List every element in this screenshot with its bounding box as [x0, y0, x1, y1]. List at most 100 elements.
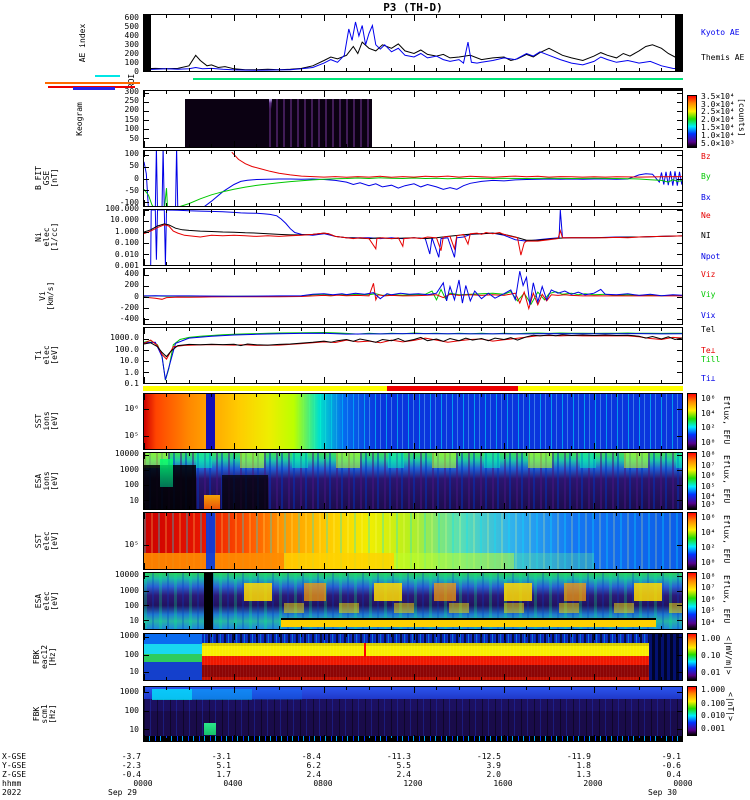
time-tick — [301, 328, 302, 331]
time-tick — [436, 144, 437, 147]
time-tick — [638, 269, 640, 272]
time-tick — [526, 634, 527, 637]
time-tick — [166, 506, 167, 509]
time-tick — [571, 566, 572, 569]
series-Ti⊥ — [144, 332, 682, 380]
time-tick — [301, 269, 302, 272]
time-tick — [548, 321, 550, 324]
time-tick — [211, 506, 212, 509]
axis-value: 1.7 — [216, 770, 231, 779]
time-tick — [413, 573, 415, 579]
time-tick — [346, 68, 347, 71]
legend-entry: Npot — [701, 251, 721, 261]
y-tick-label: 100 — [124, 480, 139, 490]
time-tick — [166, 269, 167, 272]
legend-entry: Viy — [701, 289, 716, 299]
time-tick — [571, 738, 572, 741]
series-lines-ae — [144, 21, 682, 71]
time-tick — [413, 328, 415, 334]
y-tick-mark — [144, 409, 149, 411]
time-tick — [481, 15, 482, 18]
time-tick — [413, 151, 415, 157]
time-tick — [278, 687, 280, 690]
colorbar-fbk-eac12 — [687, 633, 697, 681]
time-tick — [166, 68, 167, 71]
time-tick — [233, 623, 235, 629]
time-tick — [458, 269, 460, 272]
time-tick — [256, 573, 257, 576]
time-tick — [638, 210, 640, 213]
time-tick — [323, 563, 325, 569]
series-Kyoto AE — [144, 21, 682, 71]
y-tick-mark — [677, 307, 682, 309]
colorbar-fbk-scm1 — [687, 686, 697, 736]
time-tick — [278, 321, 280, 324]
y-tick-mark — [144, 692, 149, 694]
legend-entry: Bx — [701, 192, 711, 202]
axis-value: 0800 — [313, 779, 333, 788]
time-tick — [413, 674, 415, 680]
time-tick — [211, 144, 212, 147]
axis-value: -12.5 — [476, 752, 501, 761]
colorbar-label: 10⁶ — [701, 512, 716, 522]
y-tick-mark — [144, 296, 149, 298]
time-tick — [526, 677, 527, 680]
time-tick — [616, 203, 617, 206]
y-tick-label: 150 — [124, 114, 139, 124]
axis-value: 3.9 — [486, 761, 501, 770]
time-tick — [188, 269, 190, 272]
time-tick — [368, 262, 370, 265]
time-tick — [571, 677, 572, 680]
y-tick-label: 200 — [124, 280, 139, 290]
axis-date: Sep 29 — [108, 788, 137, 797]
time-tick — [571, 262, 572, 265]
time-tick — [548, 210, 550, 213]
time-tick — [436, 380, 437, 383]
time-tick — [548, 573, 550, 576]
time-tick — [481, 262, 482, 265]
y-tick-mark — [144, 361, 149, 362]
colorbar-label: 10⁰ — [701, 558, 716, 568]
y-tick-label: 10⁵ — [124, 540, 139, 550]
time-tick — [166, 144, 167, 147]
time-tick — [391, 394, 392, 397]
y-tick-mark — [144, 500, 149, 502]
time-tick — [616, 91, 617, 94]
time-tick — [413, 65, 415, 71]
time-tick — [548, 677, 550, 680]
time-tick — [144, 443, 145, 449]
time-tick — [526, 210, 527, 213]
time-tick — [256, 446, 257, 449]
time-tick — [391, 738, 392, 741]
axis-value: 0400 — [223, 779, 243, 788]
panel-fbk-eac12 — [143, 633, 683, 681]
time-tick — [616, 573, 617, 576]
time-tick — [593, 623, 595, 629]
legend-entry: By — [701, 171, 711, 181]
time-tick — [323, 634, 325, 640]
time-tick — [233, 141, 235, 147]
time-tick — [301, 15, 302, 18]
time-tick — [301, 380, 302, 383]
esa-ions-spectrogram — [144, 453, 682, 509]
time-tick — [144, 210, 145, 216]
time-tick — [593, 210, 595, 216]
colorbar-label: 2.0×10⁴ — [701, 115, 735, 125]
legend-entry: Tel — [701, 325, 716, 335]
y-tick-mark — [677, 138, 682, 140]
y-tick-mark — [144, 575, 149, 577]
y-tick-mark — [144, 470, 149, 472]
time-tick — [548, 634, 550, 637]
time-tick — [256, 269, 257, 272]
time-tick — [301, 144, 302, 147]
time-tick — [256, 68, 257, 71]
time-tick — [593, 573, 595, 579]
y-tick-mark — [677, 637, 682, 639]
ylabel-sst-ions: SST ions [eV] — [34, 411, 59, 431]
y-tick-label: 0 — [134, 173, 139, 183]
time-tick — [616, 634, 617, 637]
ae-left-gap-bar — [144, 15, 151, 71]
time-tick — [368, 394, 370, 397]
y-tick-label: 1000 — [119, 686, 139, 696]
time-tick — [346, 573, 347, 576]
